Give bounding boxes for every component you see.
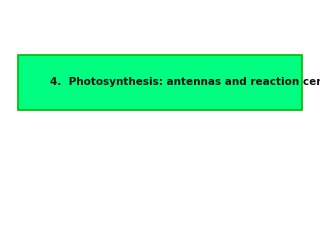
Text: 4.  Photosynthesis: antennas and reaction centers: 4. Photosynthesis: antennas and reaction… [50, 77, 320, 87]
Bar [18, 55, 302, 110]
